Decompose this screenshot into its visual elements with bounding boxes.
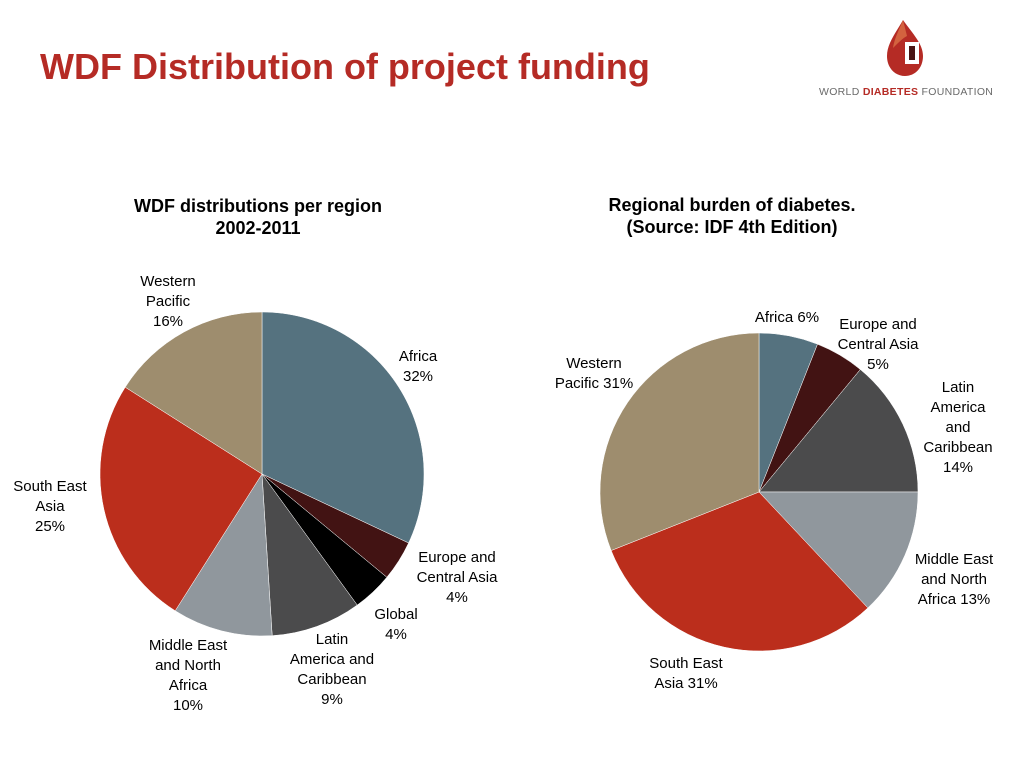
chart1-title-line1: WDF distributions per region	[134, 196, 382, 216]
chart1-title-line2: 2002-2011	[215, 218, 301, 238]
pie1-slice-south-east-asia	[99, 386, 263, 612]
pie1-label-line: Caribbean	[297, 671, 366, 688]
pie1-slice-latin-america-and-caribbean	[261, 473, 358, 636]
pie1-label-line: Global	[374, 606, 417, 623]
pie1-label-line: Central Asia	[417, 569, 499, 586]
pie2-label-line: America	[930, 399, 986, 416]
pie1-slice-middle-east-and-north-africa	[174, 473, 273, 637]
blood-drop-icon	[887, 20, 923, 76]
pie2-label-line: Europe and	[839, 316, 917, 333]
pie1-label-line: Africa	[169, 677, 208, 694]
pie1-label-line: and North	[155, 657, 221, 674]
pie1-label-africa: Africa 32%	[399, 348, 438, 385]
pie1-label-line: Pacific	[146, 293, 191, 310]
pie2-slice-south-east-asia	[610, 491, 869, 652]
pie1-label-line: Western	[140, 273, 196, 290]
pie1-label-latin-america-and-caribbean: Latin America and Caribbean 9%	[290, 631, 374, 708]
pie1-label-line: Europe and	[418, 549, 496, 566]
pie2-label-europe-and-central-asia: Europe and Central Asia 5%	[838, 316, 920, 373]
chart1-title: WDF distributions per region 2002-2011	[78, 195, 438, 239]
chart2-title: Regional burden of diabetes. (Source: ID…	[552, 194, 912, 238]
pie1-label-line: Latin	[316, 631, 349, 648]
pie2-label-line: Pacific 31%	[555, 375, 633, 392]
pie2-label-line: Latin	[942, 379, 975, 396]
pie2-label-latin-america-and-caribbean: Latin America and Caribbean 14%	[923, 379, 992, 476]
pie1-label-south-east-asia: South East Asia 25%	[13, 478, 87, 535]
pie1-label-line: 4%	[385, 626, 407, 643]
pie1-label-line: 9%	[321, 691, 343, 708]
pie1-slice-africa	[261, 311, 425, 544]
pie-chart-wdf-distributions: Africa 32% Europe and Central Asia 4% Global 4…	[13, 273, 498, 714]
pie2-label-line: Asia 31%	[654, 675, 717, 692]
chart2-title-line2: (Source: IDF 4th Edition)	[626, 217, 838, 237]
pie1-label-line: 32%	[403, 368, 433, 385]
pie-chart-regional-burden: Africa 6% Europe and Central Asia 5% Latin Am…	[555, 309, 994, 692]
pie2-slice-latin-america-and-caribbean	[758, 369, 919, 493]
logo-text-diabetes: DIABETES	[862, 86, 919, 98]
pie2-label-south-east-asia: South East Asia 31%	[649, 655, 723, 692]
pie2-label-line: South East	[649, 655, 723, 672]
pie2-label-line: Western	[566, 355, 622, 372]
pie2-label-africa: Africa 6%	[755, 309, 819, 326]
logo-wordmark: WORLD DIABETES FOUNDATION	[819, 86, 993, 98]
pie1-label-line: 10%	[173, 697, 203, 714]
slide-title: WDF Distribution of project funding	[40, 46, 650, 87]
logo-text-world: WORLD	[819, 86, 863, 98]
pie2-label-line: 5%	[867, 356, 889, 373]
pie2-label-line: and	[945, 419, 970, 436]
pie1-slice-western-pacific	[124, 311, 263, 475]
pie2-label-line: Africa 13%	[918, 591, 991, 608]
pie2-label-line: Central Asia	[838, 336, 920, 353]
pie2-label-western-pacific: Western Pacific 31%	[555, 355, 633, 392]
pie2-label-line: Caribbean	[923, 439, 992, 456]
chart2-title-line1: Regional burden of diabetes.	[608, 195, 856, 215]
pie1-label-middle-east-and-north-africa: Middle East and North Africa 10%	[149, 637, 228, 714]
pie2-label-line: 14%	[943, 459, 973, 476]
pie1-label-western-pacific: Western Pacific 16%	[140, 273, 196, 330]
pie2-slice-western-pacific	[599, 332, 760, 551]
pie2-label-line: Africa 6%	[755, 309, 819, 326]
pie1-label-line: 16%	[153, 313, 183, 330]
pie1-label-line: Africa	[399, 348, 438, 365]
pie1-label-line: South East	[13, 478, 87, 495]
pie1-label-line: Middle East	[149, 637, 228, 654]
pie1-label-europe-and-central-asia: Europe and Central Asia 4%	[417, 549, 499, 606]
logo-text-foundation: FOUNDATION	[918, 86, 994, 98]
pie2-label-line: Middle East	[915, 551, 994, 568]
pie1-label-global: Global 4%	[374, 606, 417, 643]
pie2-label-middle-east-and-north-africa: Middle East and North Africa 13%	[915, 551, 994, 608]
pie1-label-line: Asia	[35, 498, 65, 515]
pie1-label-line: 25%	[35, 518, 65, 535]
pie1-label-line: America and	[290, 651, 374, 668]
pie2-slice-middle-east-and-north-africa	[758, 491, 919, 609]
pie2-label-line: and North	[921, 571, 987, 588]
pie1-label-line: 4%	[446, 589, 468, 606]
world-diabetes-foundation-logo: WORLD DIABETES FOUNDATION	[815, 18, 1005, 103]
